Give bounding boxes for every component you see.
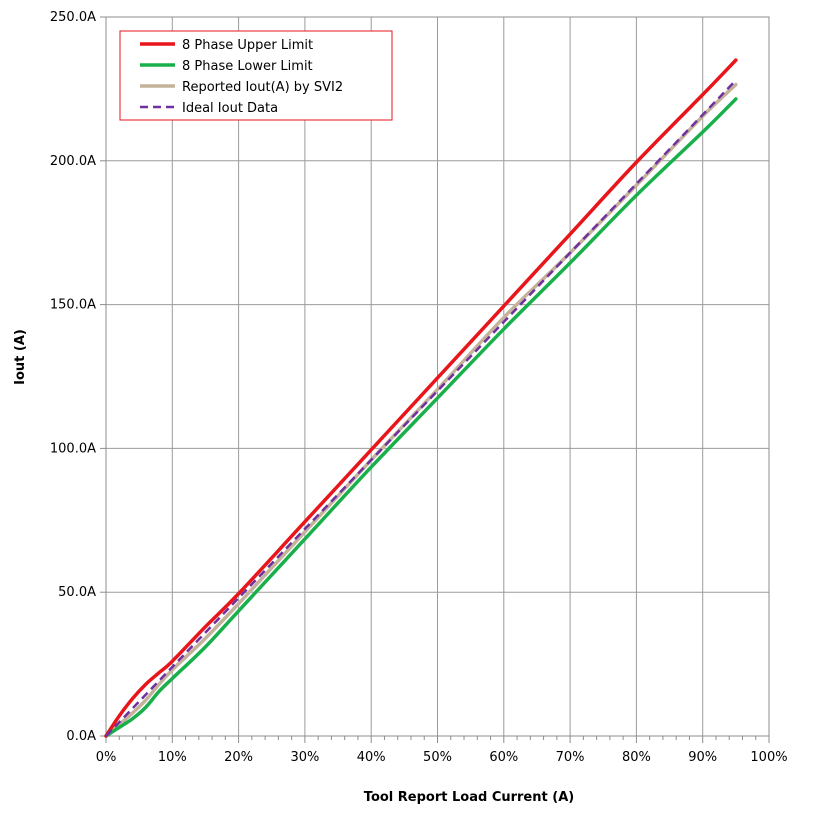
legend: 8 Phase Upper Limit 8 Phase Lower Limit Re… [119,30,393,121]
y-tick-label: 50.0A [58,585,96,600]
series-line-reported-iout-a-by-svi2 [104,82,738,738]
x-tick-label: 0% [96,750,117,765]
x-tick-label: 100% [750,750,787,765]
x-axis: 0% 10% 20% 30% 40% 50% 60% 70% 80% 90% 100% [96,736,788,765]
y-axis: 0.0A 50.0A 100.0A 150.0A 200.0A 250.0A [50,10,106,744]
x-tick-label: 50% [423,750,452,765]
x-tick-label: 80% [622,750,651,765]
x-tick-label: 20% [224,750,253,765]
legend-label: 8 Phase Lower Limit [182,59,313,74]
y-tick-label: 250.0A [50,10,96,25]
y-tick-label: 0.0A [66,729,96,744]
x-tick-label: 60% [489,750,518,765]
x-tick-label: 40% [357,750,386,765]
y-axis-title: Iout (A) [13,329,28,385]
legend-box [119,30,393,121]
x-tick-label: 30% [290,750,319,765]
series-lines [104,58,738,738]
series-line-8-phase-lower-limit [104,97,738,738]
x-tick-label: 90% [688,750,717,765]
series-line-8-phase-upper-limit [104,58,738,738]
legend-label: Reported Iout(A) by SVI2 [182,80,343,95]
x-axis-title: Tool Report Load Current (A) [364,790,574,805]
x-tick-label: 70% [556,750,585,765]
series-line-ideal-iout-data [105,79,737,737]
legend-label: 8 Phase Upper Limit [182,38,313,53]
y-tick-label: 150.0A [50,298,96,313]
x-tick-label: 10% [158,750,187,765]
legend-label: Ideal Iout Data [182,101,278,116]
y-tick-label: 200.0A [50,154,96,169]
y-tick-label: 100.0A [50,441,96,456]
